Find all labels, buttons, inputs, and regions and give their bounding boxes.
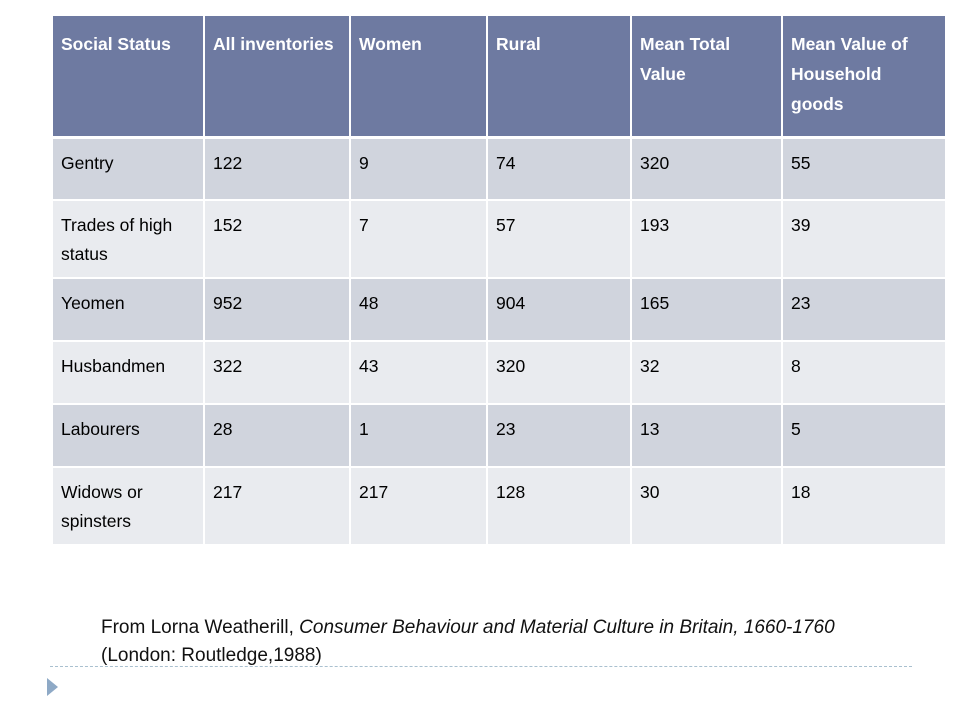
table-cell: 28 <box>204 404 351 468</box>
table-cell: Labourers <box>53 404 205 468</box>
table-cell: 1 <box>350 404 488 468</box>
table-cell: Yeomen <box>53 278 205 342</box>
table-cell: 57 <box>487 200 632 279</box>
header-all-inventories: All inventories <box>204 16 351 139</box>
citation-suffix: (London: Routledge,1988) <box>101 645 322 666</box>
table-cell: 128 <box>487 467 632 546</box>
table-cell: 39 <box>782 200 945 279</box>
table-cell: Gentry <box>53 137 205 201</box>
table-cell: 217 <box>204 467 351 546</box>
table-cell: 122 <box>204 137 351 201</box>
table-cell: 152 <box>204 200 351 279</box>
table-cell: 320 <box>631 137 783 201</box>
table-cell: 9 <box>350 137 488 201</box>
table-cell: 74 <box>487 137 632 201</box>
table-cell: 165 <box>631 278 783 342</box>
citation-book-title: Consumer Behaviour and Material Culture … <box>299 617 835 638</box>
table-cell: 23 <box>487 404 632 468</box>
table-cell: Husbandmen <box>53 341 205 405</box>
table-cell: 952 <box>204 278 351 342</box>
table-header-row: Social Status All inventories Women Rura… <box>53 16 945 139</box>
data-table: Social Status All inventories Women Rura… <box>53 16 945 546</box>
table-cell: 5 <box>782 404 945 468</box>
table-cell: 217 <box>350 467 488 546</box>
table-cell: 32 <box>631 341 783 405</box>
header-women: Women <box>350 16 488 139</box>
table-cell: 7 <box>350 200 488 279</box>
table-row: Trades of high status 152 7 57 193 39 <box>53 200 945 279</box>
dashed-divider <box>50 666 912 667</box>
table-row: Labourers 28 1 23 13 5 <box>53 404 945 468</box>
table-row: Widows or spinsters 217 217 128 30 18 <box>53 467 945 546</box>
header-mean-total-value: Mean Total Value <box>631 16 783 139</box>
table-cell: Trades of high status <box>53 200 205 279</box>
table-cell: 193 <box>631 200 783 279</box>
citation: From Lorna Weatherill, Consumer Behaviou… <box>101 614 891 670</box>
citation-prefix: From Lorna Weatherill, <box>101 617 300 638</box>
table-row: Gentry 122 9 74 320 55 <box>53 137 945 201</box>
table-cell: 23 <box>782 278 945 342</box>
header-social-status: Social Status <box>53 16 205 139</box>
table-cell: 13 <box>631 404 783 468</box>
table-cell: 322 <box>204 341 351 405</box>
header-rural: Rural <box>487 16 632 139</box>
table-cell: Widows or spinsters <box>53 467 205 546</box>
table-cell: 43 <box>350 341 488 405</box>
table-row: Husbandmen 322 43 320 32 8 <box>53 341 945 405</box>
table-cell: 48 <box>350 278 488 342</box>
table-cell: 904 <box>487 278 632 342</box>
table-row: Yeomen 952 48 904 165 23 <box>53 278 945 342</box>
table-cell: 55 <box>782 137 945 201</box>
table-cell: 30 <box>631 467 783 546</box>
table-cell: 320 <box>487 341 632 405</box>
table-cell: 8 <box>782 341 945 405</box>
header-mean-value-household-goods: Mean Value of Household goods <box>782 16 945 139</box>
table-cell: 18 <box>782 467 945 546</box>
triangle-bullet-icon <box>47 678 58 696</box>
